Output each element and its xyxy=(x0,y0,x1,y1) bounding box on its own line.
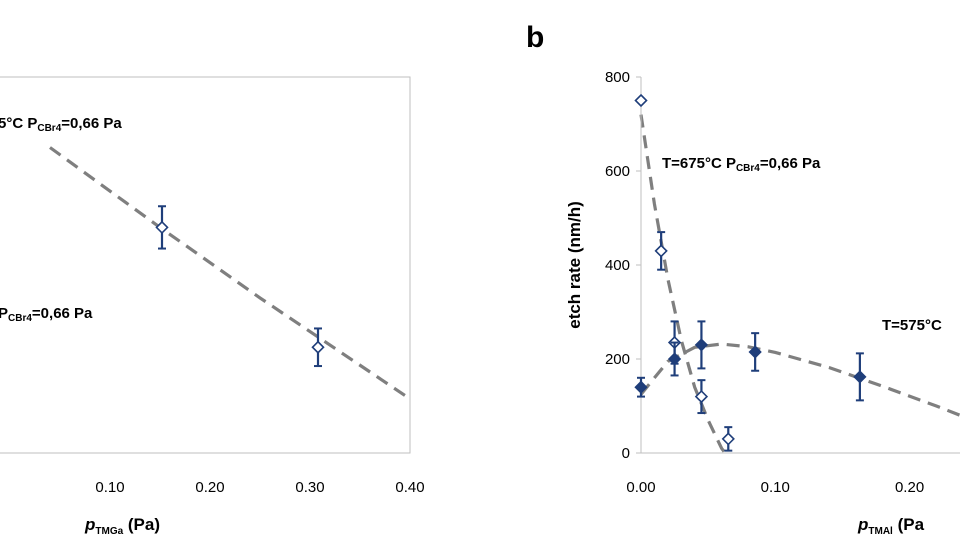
open-diamond-marker xyxy=(311,340,325,354)
x-tick-label-a-0: 0.10 xyxy=(95,479,124,496)
filled-diamond-marker xyxy=(853,370,867,384)
fit-curve-b-1 xyxy=(639,342,960,417)
data-point-b-1-4 xyxy=(853,352,867,402)
data-point-b-0-0 xyxy=(634,93,648,108)
open-diamond-marker xyxy=(721,432,735,446)
data-points-a xyxy=(155,205,325,368)
x-tick-label-a-3: 0.40 xyxy=(395,479,424,496)
y-tick-label-b-3: 600 xyxy=(605,163,630,180)
x-tick-labels-b: 0.00 0.10 0.20 xyxy=(626,479,924,496)
data-point-b-0-3 xyxy=(694,379,709,415)
x-axis-label-b: pTMAl (Pa xyxy=(857,515,925,537)
fit-curve-b-0 xyxy=(639,114,729,457)
y-tick-label-b-4: 800 xyxy=(605,69,630,86)
annotation-condition-675: T=675°C PCBr4=0,66 Pa xyxy=(662,155,821,174)
x-tick-label-a-1: 0.20 xyxy=(195,479,224,496)
x-tick-label-b-2: 0.20 xyxy=(895,479,924,496)
open-diamond-marker xyxy=(694,389,709,404)
y-tick-label-b-1: 200 xyxy=(605,351,630,368)
y-tick-labels-b: 0 200 400 600 800 xyxy=(605,69,641,462)
x-tick-label-b-1: 0.10 xyxy=(761,479,790,496)
data-point-a-0-0 xyxy=(155,205,169,250)
fit-curves-a xyxy=(49,146,411,401)
chart-panel-b: b 0.00 0.10 0.20 0 200 400 600 800 etch rate (… xyxy=(526,21,960,537)
plot-frame-a xyxy=(0,76,411,454)
data-point-b-1-2 xyxy=(694,320,709,370)
panel-label-b: b xyxy=(526,21,544,54)
y-tick-label-b-2: 400 xyxy=(605,257,630,274)
x-axis-label-a: pTMGa (Pa) xyxy=(84,515,160,537)
annotation-condition-top-a: 5°C PCBr4=0,66 Pa xyxy=(0,115,122,134)
fit-curve-a-0 xyxy=(49,146,411,401)
y-axis-label-b: etch rate (nm/h) xyxy=(565,201,584,329)
filled-diamond-marker xyxy=(667,352,682,366)
data-point-b-1-3 xyxy=(748,332,762,372)
open-diamond-marker xyxy=(634,93,648,108)
x-tick-label-b-0: 0.00 xyxy=(626,479,655,496)
filled-diamond-marker xyxy=(748,345,762,359)
data-point-b-1-1 xyxy=(667,341,682,377)
annotation-condition-575: T=575°C xyxy=(882,317,942,334)
data-point-b-0-4 xyxy=(721,426,735,452)
data-point-b-1-0 xyxy=(634,376,648,398)
x-tick-label-a-2: 0.30 xyxy=(295,479,324,496)
open-diamond-marker xyxy=(155,220,169,235)
fit-curves-b xyxy=(639,114,960,457)
y-tick-label-b-0: 0 xyxy=(622,445,630,462)
filled-diamond-marker xyxy=(694,338,709,352)
x-tick-labels-a: 0.10 0.20 0.30 0.40 xyxy=(95,479,424,496)
data-points-b xyxy=(634,93,867,452)
chart-panel-a: 0.10 0.20 0.30 0.40 5°C PCBr4=0,66 Pa PCBr4… xyxy=(0,76,425,537)
data-point-a-0-1 xyxy=(311,327,325,368)
open-diamond-marker xyxy=(654,244,668,258)
filled-diamond-marker xyxy=(634,380,648,394)
data-point-b-0-1 xyxy=(654,231,668,271)
annotation-condition-mid-a: PCBr4=0,66 Pa xyxy=(0,305,93,324)
